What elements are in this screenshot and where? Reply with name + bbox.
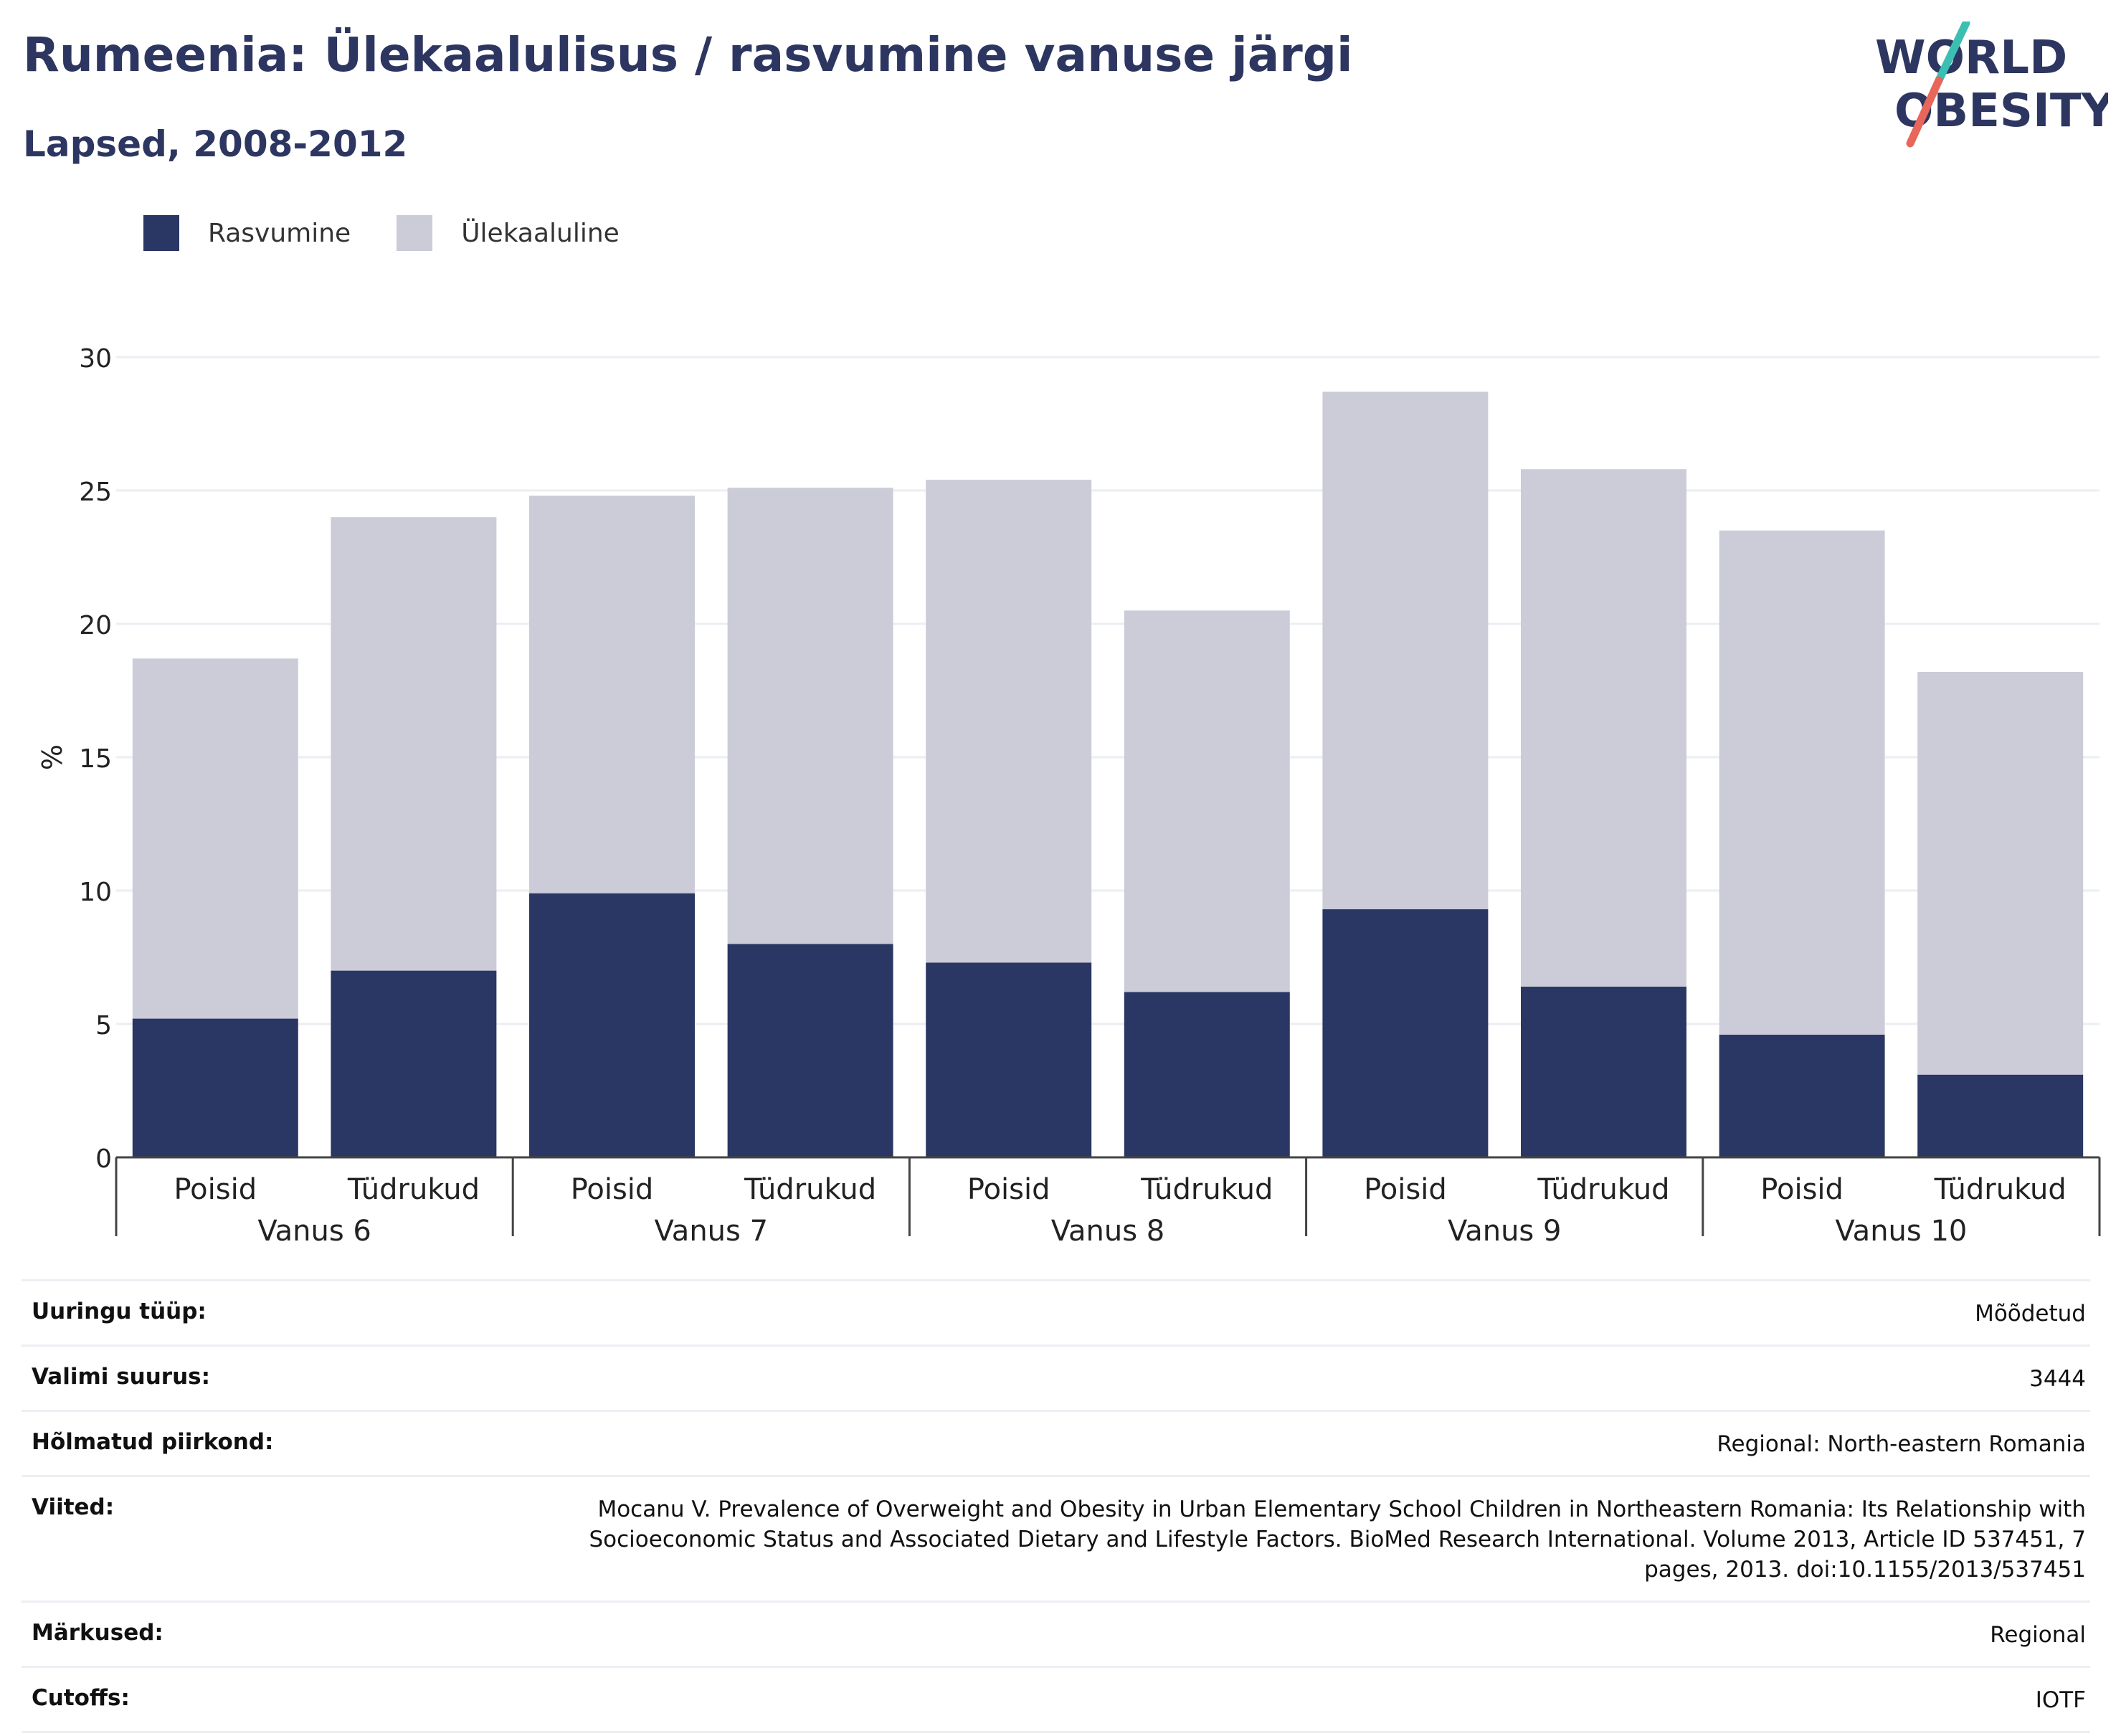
info-label: Uuringu tüüp: bbox=[32, 1299, 207, 1324]
x-tick-label: Tüdrukud bbox=[1934, 1173, 2067, 1206]
bar-obesity bbox=[1322, 909, 1489, 1157]
info-label: Märkused: bbox=[32, 1620, 163, 1646]
info-row: Uuringu tüüp: Mõõdetud bbox=[22, 1279, 2090, 1344]
info-label: Viited: bbox=[32, 1494, 115, 1520]
x-tick-label: Poisid bbox=[571, 1173, 654, 1206]
bar-obesity bbox=[132, 1018, 298, 1157]
info-value: IOTF bbox=[2035, 1687, 2086, 1713]
info-row: Valimi suurus: 3444 bbox=[22, 1344, 2090, 1410]
logo-word-1: WORLD bbox=[1875, 32, 2067, 85]
info-row: Viited: Mocanu V. Prevalence of Overweigh… bbox=[22, 1475, 2090, 1600]
info-row: Märkused: Regional bbox=[22, 1600, 2090, 1666]
x-tick-label: Tüdrukud bbox=[744, 1173, 876, 1206]
group-label: Vanus 8 bbox=[1051, 1215, 1164, 1248]
x-tick-label: Poisid bbox=[1760, 1173, 1844, 1206]
chart-title: Rumeenia: Ülekaalulisus / rasvumine vanu… bbox=[23, 27, 1353, 82]
info-label: Cutoffs: bbox=[32, 1685, 130, 1711]
group-label: Vanus 10 bbox=[1835, 1215, 1967, 1248]
legend-label-overweight: Ülekaaluline bbox=[461, 218, 620, 248]
info-value: Mocanu V. Prevalence of Overweight and O… bbox=[589, 1497, 2086, 1583]
legend-item-obesity[interactable]: Rasvumine bbox=[143, 215, 351, 251]
info-value: Mõõdetud bbox=[1975, 1301, 2086, 1327]
y-tick-label: 15 bbox=[79, 744, 112, 774]
logo-slash-teal bbox=[1935, 22, 1970, 85]
info-label: Hõlmatud piirkond: bbox=[32, 1429, 274, 1455]
bar-overweight bbox=[1719, 530, 1885, 1035]
bar-overweight bbox=[727, 488, 893, 944]
legend-label-obesity: Rasvumine bbox=[208, 218, 351, 248]
world-obesity-logo: WORLD OBESITY bbox=[1875, 22, 2108, 148]
x-tick-label: Tüdrukud bbox=[1140, 1173, 1273, 1206]
group-label: Vanus 9 bbox=[1448, 1215, 1561, 1248]
y-tick-label: 30 bbox=[79, 344, 112, 374]
stacked-bar-chart: 0 5 10 15 20 25 30% Poisid Tüdrukud Poisid Tüdruku… bbox=[37, 344, 2101, 1248]
study-info-table: Uuringu tüüp: Mõõdetud Valimi suurus: 3444 H… bbox=[22, 1279, 2090, 1733]
bar-overweight bbox=[1521, 469, 1686, 987]
x-tick-label: Tüdrukud bbox=[347, 1173, 480, 1206]
legend-swatch-obesity bbox=[143, 215, 179, 251]
x-tick-label: Poisid bbox=[1364, 1173, 1447, 1206]
bar-overweight bbox=[331, 517, 497, 971]
bar-overweight bbox=[132, 658, 298, 1019]
bar-obesity bbox=[331, 970, 497, 1157]
group-label: Vanus 7 bbox=[655, 1215, 768, 1248]
bar-obesity bbox=[1917, 1074, 2084, 1157]
y-tick-label: 0 bbox=[95, 1144, 112, 1174]
bar-obesity bbox=[1719, 1034, 1885, 1157]
group-label: Vanus 6 bbox=[257, 1215, 371, 1248]
info-row: Cutoffs: IOTF bbox=[22, 1666, 2090, 1733]
x-tick-label: Tüdrukud bbox=[1537, 1173, 1669, 1206]
info-value: Regional: North-eastern Romania bbox=[1717, 1431, 2086, 1457]
bar-overweight bbox=[1322, 392, 1489, 910]
chart-subtitle: Lapsed, 2008-2012 bbox=[23, 123, 408, 165]
bar-obesity bbox=[529, 893, 695, 1157]
bar-obesity bbox=[926, 962, 1092, 1157]
bar-obesity bbox=[1521, 986, 1686, 1157]
y-tick-label: 5 bbox=[95, 1011, 112, 1040]
info-value: 3444 bbox=[2029, 1366, 2086, 1392]
bar-overweight bbox=[1917, 671, 2084, 1075]
logo-slash-red bbox=[1906, 76, 1943, 148]
y-tick-label: 25 bbox=[79, 478, 112, 507]
y-tick-label: 20 bbox=[79, 611, 112, 640]
bar-overweight bbox=[1124, 610, 1290, 992]
legend-item-overweight[interactable]: Ülekaaluline bbox=[397, 215, 620, 251]
info-label: Valimi suurus: bbox=[32, 1364, 210, 1390]
bar-obesity bbox=[1124, 992, 1290, 1157]
y-axis-title: % bbox=[37, 744, 68, 770]
y-tick-label: 10 bbox=[79, 878, 112, 907]
bar-overweight bbox=[529, 495, 695, 893]
x-tick-label: Poisid bbox=[174, 1173, 257, 1206]
bar-overweight bbox=[926, 480, 1092, 963]
legend: Rasvumine Ülekaaluline bbox=[143, 212, 665, 255]
bar-obesity bbox=[727, 944, 893, 1157]
legend-swatch-overweight bbox=[397, 215, 433, 251]
x-tick-label: Poisid bbox=[967, 1173, 1050, 1206]
info-value: Regional bbox=[1990, 1622, 2086, 1648]
info-row: Hõlmatud piirkond: Regional: North-easter… bbox=[22, 1410, 2090, 1475]
